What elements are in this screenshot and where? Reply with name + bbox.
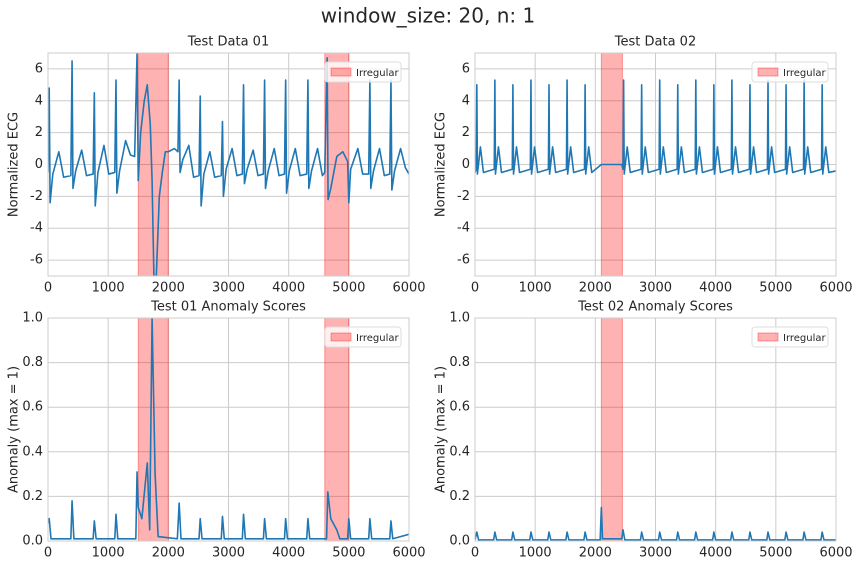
x-tick-label: 6000 bbox=[392, 281, 425, 296]
axes-frame bbox=[47, 52, 410, 277]
irregular-span bbox=[324, 53, 350, 276]
x-tick-label: 3000 bbox=[212, 281, 245, 296]
legend-swatch bbox=[757, 67, 779, 77]
x-tick-label: 3000 bbox=[639, 546, 672, 561]
y-tick-label: -4 bbox=[30, 221, 43, 236]
y-tick-label: 0.4 bbox=[22, 444, 43, 459]
y-tick-label: 0.8 bbox=[449, 355, 470, 370]
axes-frame bbox=[474, 52, 837, 277]
x-tick-label: 2000 bbox=[579, 546, 612, 561]
y-tick-label: 0.6 bbox=[449, 400, 470, 415]
y-tick-label: 0 bbox=[462, 157, 470, 172]
legend-box bbox=[751, 326, 829, 348]
plot-area bbox=[475, 53, 836, 276]
legend-box bbox=[751, 61, 829, 83]
plot-area bbox=[48, 318, 409, 541]
x-tick-label: 5000 bbox=[759, 546, 792, 561]
legend-swatch bbox=[757, 332, 779, 342]
y-tick-label: 1.0 bbox=[22, 311, 43, 326]
legend-label: Irregular bbox=[356, 68, 400, 79]
x-tick-label: 2000 bbox=[152, 546, 185, 561]
series-line bbox=[475, 506, 836, 541]
y-axis-label: Anomaly (max = 1) bbox=[434, 366, 449, 493]
y-tick-label: -2 bbox=[30, 189, 43, 204]
y-tick-label: 2 bbox=[35, 125, 43, 140]
legend-swatch bbox=[330, 332, 352, 342]
x-tick-label: 3000 bbox=[639, 281, 672, 296]
x-tick-label: 4000 bbox=[272, 281, 305, 296]
series-line bbox=[48, 318, 409, 540]
y-tick-label: 0.0 bbox=[22, 534, 43, 549]
y-tick-label: 0 bbox=[35, 157, 43, 172]
axes-frame bbox=[474, 317, 837, 542]
x-tick-label: 3000 bbox=[212, 546, 245, 561]
series-line bbox=[475, 79, 836, 175]
irregular-span bbox=[600, 318, 623, 541]
x-tick-label: 2000 bbox=[579, 281, 612, 296]
legend-label: Irregular bbox=[783, 333, 827, 344]
y-tick-label: 0.2 bbox=[22, 489, 43, 504]
y-tick-label: -6 bbox=[457, 253, 470, 268]
chart-title: Test 02 Anomaly Scores bbox=[577, 300, 733, 315]
chart-title: Test 01 Anomaly Scores bbox=[150, 300, 306, 315]
x-tick-label: 4000 bbox=[272, 546, 305, 561]
y-tick-label: -6 bbox=[30, 253, 43, 268]
y-tick-label: -4 bbox=[457, 221, 470, 236]
legend-label: Irregular bbox=[356, 333, 400, 344]
y-tick-label: 0.4 bbox=[449, 444, 470, 459]
y-axis-label: Normalized ECG bbox=[7, 112, 22, 217]
plot-area bbox=[48, 53, 409, 276]
x-tick-label: 6000 bbox=[819, 546, 852, 561]
x-tick-label: 1000 bbox=[92, 281, 125, 296]
y-tick-label: 4 bbox=[35, 93, 43, 108]
x-tick-label: 4000 bbox=[699, 281, 732, 296]
x-tick-label: 5000 bbox=[759, 281, 792, 296]
x-tick-label: 0 bbox=[471, 546, 479, 561]
figure-title: window_size: 20, n: 1 bbox=[321, 4, 535, 28]
y-tick-label: 1.0 bbox=[449, 311, 470, 326]
x-tick-label: 0 bbox=[44, 546, 52, 561]
y-tick-label: 6 bbox=[35, 61, 43, 76]
x-tick-label: 6000 bbox=[392, 546, 425, 561]
legend-swatch bbox=[330, 67, 352, 77]
y-tick-label: 4 bbox=[462, 93, 470, 108]
y-tick-label: -2 bbox=[457, 189, 470, 204]
y-tick-label: 0.2 bbox=[449, 489, 470, 504]
legend-box bbox=[324, 326, 402, 348]
x-tick-label: 6000 bbox=[819, 281, 852, 296]
y-axis-label: Normalized ECG bbox=[434, 112, 449, 217]
x-tick-label: 1000 bbox=[519, 546, 552, 561]
y-axis-label: Anomaly (max = 1) bbox=[7, 366, 22, 493]
y-tick-label: 0.0 bbox=[449, 534, 470, 549]
legend-box bbox=[324, 61, 402, 83]
x-tick-label: 0 bbox=[471, 281, 479, 296]
axes-frame bbox=[47, 317, 410, 542]
plot-area bbox=[475, 318, 836, 541]
x-tick-label: 4000 bbox=[699, 546, 732, 561]
chart-title: Test Data 02 bbox=[614, 35, 696, 50]
y-tick-label: 6 bbox=[462, 61, 470, 76]
y-tick-label: 0.6 bbox=[22, 400, 43, 415]
x-tick-label: 2000 bbox=[152, 281, 185, 296]
y-tick-label: 2 bbox=[462, 125, 470, 140]
irregular-span bbox=[324, 318, 350, 541]
x-tick-label: 1000 bbox=[92, 546, 125, 561]
x-tick-label: 5000 bbox=[332, 281, 365, 296]
legend-label: Irregular bbox=[783, 68, 827, 79]
x-tick-label: 1000 bbox=[519, 281, 552, 296]
x-tick-label: 0 bbox=[44, 281, 52, 296]
chart-title: Test Data 01 bbox=[187, 35, 269, 50]
series-line bbox=[48, 53, 409, 276]
x-tick-label: 5000 bbox=[332, 546, 365, 561]
y-tick-label: 0.8 bbox=[22, 355, 43, 370]
